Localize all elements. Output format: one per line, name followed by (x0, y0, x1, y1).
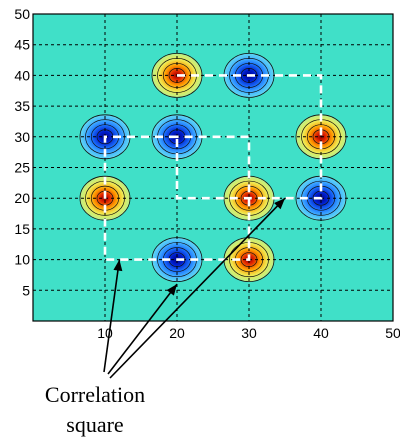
annotation-layer: Correlation square (45, 197, 286, 437)
correlation-path-0 (175, 74, 323, 200)
y-tick-label-20: 20 (14, 190, 30, 206)
y-tick-label-40: 40 (14, 67, 30, 83)
annotation-arrow-line-1 (107, 283, 178, 375)
y-tick-label-15: 15 (14, 221, 30, 237)
x-tick-label-50: 50 (385, 325, 400, 341)
x-tick-label-20: 20 (169, 325, 185, 341)
correlation-path-1 (103, 135, 251, 261)
y-tick-label-30: 30 (14, 129, 30, 145)
y-tick-label-45: 45 (14, 37, 30, 53)
annotation-arrowhead-2 (274, 198, 285, 210)
y-tick-label-50: 50 (14, 6, 30, 22)
annotation-arrowhead-1 (166, 284, 177, 296)
x-tick-label-30: 30 (241, 325, 257, 341)
annotation-arrow-line-2 (109, 197, 286, 379)
annotation-arrowhead-0 (113, 259, 123, 272)
annotation-line-2: square (66, 412, 123, 437)
plot-frame (32, 13, 394, 322)
grid-layer (33, 14, 393, 321)
annotation-arrow-line-0 (103, 259, 121, 373)
y-tick-label-35: 35 (14, 98, 30, 114)
y-tick-label-10: 10 (14, 252, 30, 268)
y-tick-label-25: 25 (14, 160, 30, 176)
x-tick-label-40: 40 (313, 325, 329, 341)
y-tick-label-5: 5 (22, 282, 30, 298)
annotation-line-1: Correlation (45, 382, 145, 407)
correlation-path-layer (103, 74, 323, 261)
